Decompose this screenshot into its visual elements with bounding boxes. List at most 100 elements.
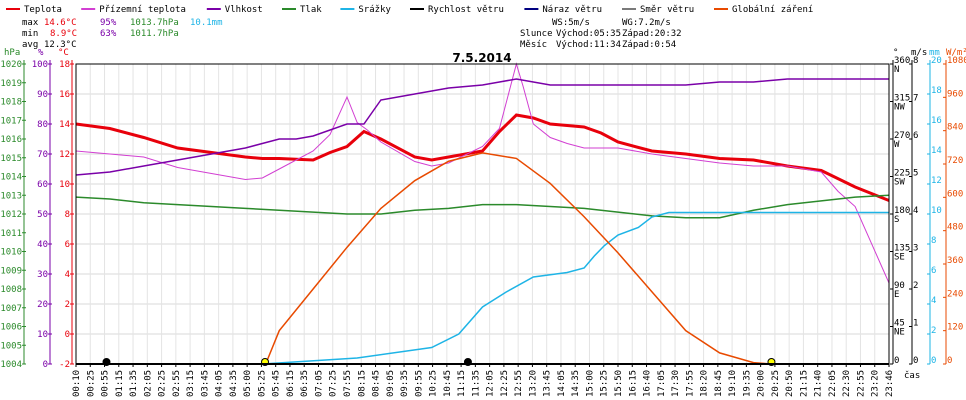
x-tick-51: 21:15: [799, 370, 809, 397]
axis-dirname-8: N: [894, 65, 899, 75]
x-tick-28: 11:35: [471, 370, 481, 397]
series-line-4: [76, 211, 889, 365]
axis-unit-degree: °: [893, 48, 898, 58]
axis-tick-direction-2: 90: [894, 281, 905, 291]
axis-tick-hPa-1: 1005: [0, 341, 22, 351]
axis-tick-ms-5: 5: [913, 169, 918, 179]
x-tick-8: 03:15: [186, 370, 196, 397]
x-tick-1: 00:25: [86, 370, 96, 397]
x-tick-12: 05:00: [243, 370, 253, 397]
axis-tick-hPa-0: 1004: [0, 360, 22, 370]
axis-tick-celsius-2: 2: [65, 300, 70, 310]
axis-tick-ms-7: 7: [913, 94, 918, 104]
axis-tick-ms-1: 1: [913, 319, 918, 329]
legend-label-3: Tlak: [300, 5, 322, 15]
axis-tick-percent-10: 100: [32, 60, 48, 70]
sun-moon-block: WS:5m/s WG:7.2m/s Slunce Východ:05:35 Zá…: [520, 18, 682, 50]
axis-unit-percent: %: [38, 48, 44, 58]
axis-tick-mm-10: 20: [931, 56, 942, 66]
axis-tick-direction-5: 225: [894, 169, 910, 179]
x-tick-3: 01:15: [115, 370, 125, 397]
axis-tick-percent-4: 40: [37, 240, 48, 250]
x-tick-36: 15:00: [585, 370, 595, 397]
axis-tick-percent-9: 90: [37, 90, 48, 100]
axis-tick-mm-1: 2: [931, 326, 936, 336]
x-tick-52: 21:40: [814, 370, 824, 397]
axis-tick-celsius-0: -2: [59, 360, 70, 370]
x-tick-17: 07:05: [314, 370, 324, 397]
x-axis-label: čas: [904, 370, 920, 381]
moon-rise: Východ:11:34: [556, 40, 621, 50]
x-tick-2: 00:55: [101, 370, 111, 397]
axis-dirname-1: NE: [894, 328, 905, 338]
axis-tick-ms-3: 3: [913, 244, 918, 254]
x-tick-33: 13:45: [543, 370, 553, 397]
x-tick-49: 20:25: [771, 370, 781, 397]
x-tick-4: 01:35: [129, 370, 139, 397]
legend: Teplota Přízemní teplota Vlhkost Tlak Srážky…: [6, 5, 813, 15]
axis-tick-mm-0: 0: [931, 356, 936, 366]
x-tick-9: 03:45: [200, 370, 210, 397]
x-tick-6: 02:25: [158, 370, 168, 397]
axis-tick-percent-3: 30: [37, 270, 48, 280]
axis-dirname-4: S: [894, 215, 899, 225]
x-tick-42: 17:30: [671, 370, 681, 397]
stat-max-temp: 14.6°C: [44, 18, 77, 28]
sun-rise: Východ:05:35: [556, 29, 621, 39]
axis-tick-direction-4: 180: [894, 206, 910, 216]
axis-unit-celsius: °C: [58, 48, 69, 58]
axis-tick-hPa-5: 1009: [0, 266, 22, 276]
axis-tick-celsius-1: 0: [65, 330, 70, 340]
x-tick-54: 22:30: [842, 370, 852, 397]
axis-tick-direction-7: 315: [894, 94, 910, 104]
x-tick-7: 02:55: [172, 370, 182, 397]
axis-tick-wm2-9: 1080: [947, 56, 966, 66]
x-tick-30: 12:25: [500, 370, 510, 397]
axis-tick-ms-2: 2: [913, 281, 918, 291]
axis-tick-wm2-0: 0: [947, 356, 952, 366]
axis-tick-wm2-7: 840: [947, 123, 963, 133]
axis-tick-hPa-8: 1012: [0, 210, 22, 220]
axes: 1004100510061007100810091010101110121013…: [0, 56, 966, 397]
x-tick-55: 22:55: [856, 370, 866, 397]
x-tick-44: 18:20: [700, 370, 710, 397]
x-tick-32: 13:20: [528, 370, 538, 397]
axis-tick-celsius-6: 10: [59, 180, 70, 190]
x-tick-14: 05:45: [272, 370, 282, 397]
axis-tick-percent-2: 20: [37, 300, 48, 310]
series-line-3: [75, 194, 890, 219]
axis-tick-hPa-13: 1017: [0, 116, 22, 126]
axis-tick-mm-7: 14: [931, 146, 942, 156]
sun-label: Slunce: [520, 29, 553, 39]
axis-tick-ms-4: 4: [913, 206, 918, 216]
axis-unit-wm2: W/m²: [946, 48, 966, 58]
x-tick-53: 22:05: [828, 370, 838, 397]
x-tick-22: 09:05: [386, 370, 396, 397]
axis-tick-percent-6: 60: [37, 180, 48, 190]
legend-label-5: Rychlost větru: [428, 5, 504, 15]
wind-gust-max: WG:7.2m/s: [622, 18, 671, 28]
x-tick-25: 10:25: [429, 370, 439, 397]
axis-unit-mm: mm: [929, 48, 940, 58]
x-tick-5: 02:05: [143, 370, 153, 397]
x-tick-38: 15:50: [614, 370, 624, 397]
x-tick-16: 06:35: [300, 370, 310, 397]
axis-tick-ms-0: 0: [913, 356, 918, 366]
axis-tick-celsius-10: 18: [59, 60, 70, 70]
axis-tick-percent-5: 50: [37, 210, 48, 220]
x-tick-37: 15:25: [600, 370, 610, 397]
axis-tick-wm2-6: 720: [947, 156, 963, 166]
stat-max-press: 1013.7hPa: [130, 18, 179, 28]
axis-tick-percent-1: 10: [37, 330, 48, 340]
stat-avg-temp: 12.3°C: [44, 40, 77, 50]
x-tick-18: 07:25: [329, 370, 339, 397]
plot-area: [75, 62, 890, 366]
axis-tick-celsius-7: 12: [59, 150, 70, 160]
axis-tick-wm2-2: 240: [947, 289, 963, 299]
axis-unit-ms: m/s: [911, 48, 927, 58]
axis-tick-mm-3: 6: [931, 266, 936, 276]
x-tick-29: 12:05: [486, 370, 496, 397]
legend-label-4: Srážky: [358, 5, 391, 15]
axis-tick-wm2-8: 960: [947, 89, 963, 99]
